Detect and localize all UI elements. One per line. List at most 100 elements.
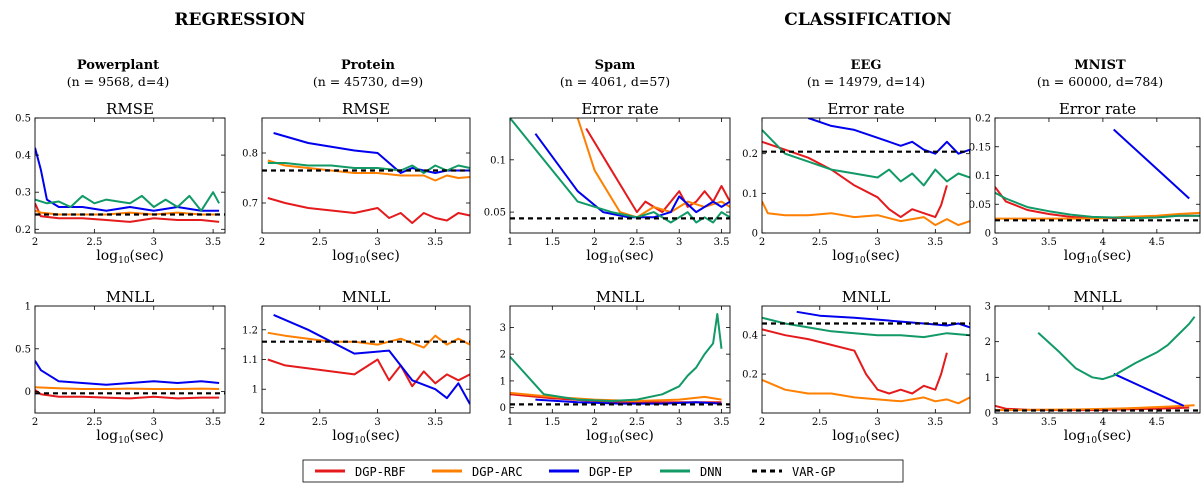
x-tick-label: 2 [32, 417, 38, 428]
axis-frame [261, 305, 471, 414]
y-tick-label: 0.5 [15, 114, 31, 125]
plot-area [995, 316, 1200, 412]
x-axis-label: log10(sec) [332, 248, 400, 266]
series-line-dgp-rbf [267, 197, 470, 224]
y-tick-label: 0.2 [15, 225, 31, 236]
y-tick-label: 0 [25, 387, 31, 398]
plot-area [762, 310, 970, 405]
series-line-dnn [510, 313, 723, 402]
y-tick-label: 0.15 [969, 142, 991, 153]
x-tick-label: 3 [992, 417, 998, 428]
chart-panel: Error rate log10(sec) 1 1.5 2 2.5 3 3.5 0.05 0.1 [484, 100, 731, 266]
y-tick-label: 3 [985, 302, 991, 313]
y-tick-label: 0.2 [975, 114, 991, 125]
series-line-dgp-rbf [585, 127, 730, 214]
section-title-classification: CLASSIFICATION [784, 10, 952, 30]
series-line-dgp-ep [796, 310, 970, 329]
series-line-dgp-arc [267, 159, 470, 182]
x-tick-label: 2.5 [812, 417, 828, 428]
panel-title: MNLL [842, 288, 890, 306]
legend-label: VAR-GP [792, 465, 835, 479]
y-tick-label: 0.4 [15, 151, 31, 162]
x-tick-label: 2 [759, 417, 765, 428]
axis-frame [261, 117, 471, 234]
x-tick-label: 3 [992, 237, 998, 248]
x-tick-label: 3.5 [714, 237, 730, 248]
axis-frame [761, 305, 971, 414]
dataset-name: Spam [595, 58, 636, 73]
x-tick-label: 3.5 [927, 417, 943, 428]
plot-area [262, 132, 470, 224]
legend-label: DGP-EP [589, 465, 632, 479]
x-tick-label: 2 [591, 417, 597, 428]
series-line-dnn [1037, 316, 1196, 381]
x-tick-label: 3 [874, 417, 880, 428]
panel-title: Error rate [581, 100, 658, 118]
plot-area [510, 313, 730, 406]
axis-frame [509, 117, 731, 234]
panel-title: RMSE [106, 100, 154, 118]
y-tick-label: 0.8 [242, 149, 258, 160]
plot-area [762, 118, 970, 227]
panel-title: MNLL [106, 288, 154, 306]
x-tick-label: 3.5 [1041, 417, 1057, 428]
chart-panel: MNLL log10(sec) 2 2.5 3 3.5 0 0.5 1 [15, 288, 226, 446]
x-tick-label: 3.5 [927, 237, 943, 248]
series-line-dgp-ep [535, 398, 722, 405]
y-tick-label: 0.2 [742, 149, 758, 160]
axis-frame [34, 117, 226, 234]
x-axis-label: log10(sec) [832, 248, 900, 266]
x-tick-label: 3 [874, 237, 880, 248]
x-tick-label: 2 [259, 237, 265, 248]
legend-box [302, 459, 904, 483]
dataset-info: (n = 9568, d=4) [67, 74, 169, 89]
axis-frame [509, 305, 731, 414]
dataset-name: EEG [851, 58, 882, 73]
y-tick-label: 0 [500, 403, 506, 414]
chart-panel: Error rate log10(sec) 3 3.5 4 4.5 0 0.05 0.1 0.15… [969, 100, 1201, 266]
dataset-name: MNIST [1074, 58, 1126, 73]
x-tick-label: 3.5 [714, 417, 730, 428]
x-tick-label: 4 [1100, 417, 1106, 428]
dataset-info: (n = 14979, d=14) [807, 74, 925, 89]
x-tick-label: 1.5 [544, 417, 560, 428]
series-line-dgp-ep [35, 360, 220, 386]
plot-area [995, 128, 1200, 222]
panel-title: RMSE [342, 100, 390, 118]
x-tick-label: 3 [676, 417, 682, 428]
y-tick-label: 2 [985, 337, 991, 348]
axis-frame [994, 305, 1201, 414]
y-tick-label: 0.5 [15, 344, 31, 355]
panel-title: Error rate [1059, 100, 1136, 118]
x-tick-label: 4.5 [1149, 417, 1165, 428]
series-line-dgp-rbf [762, 140, 948, 219]
y-tick-label: 3 [500, 323, 506, 334]
series-line-dnn [510, 118, 730, 224]
series-line-dgp-ep [807, 118, 970, 155]
x-tick-label: 2 [32, 237, 38, 248]
x-tick-label: 4.5 [1149, 237, 1165, 248]
x-tick-label: 2.5 [86, 237, 102, 248]
series-line-dgp-arc [762, 200, 970, 227]
x-axis-label: log10(sec) [96, 428, 164, 446]
series-line-dnn [762, 129, 970, 187]
plot-area [510, 118, 730, 224]
x-tick-label: 1 [507, 417, 513, 428]
x-tick-label: 3.5 [1041, 237, 1057, 248]
y-tick-label: 0.05 [484, 208, 506, 219]
y-tick-label: 1 [500, 376, 506, 387]
x-tick-label: 2.5 [312, 417, 328, 428]
x-tick-label: 3.5 [427, 237, 443, 248]
y-tick-label: 0.2 [742, 370, 758, 381]
dataset-info: (n = 60000, d=784) [1037, 74, 1163, 89]
series-line-dgp-rbf [762, 328, 948, 395]
x-tick-label: 2.5 [312, 237, 328, 248]
x-tick-label: 3.5 [205, 237, 221, 248]
y-tick-label: 0 [985, 229, 991, 240]
panel-title: MNLL [596, 288, 644, 306]
series-line-dgp-rbf [35, 389, 220, 400]
x-tick-label: 4 [1100, 237, 1106, 248]
series-line-dgp-arc [267, 331, 470, 349]
series-line-dgp-arc [576, 118, 730, 219]
